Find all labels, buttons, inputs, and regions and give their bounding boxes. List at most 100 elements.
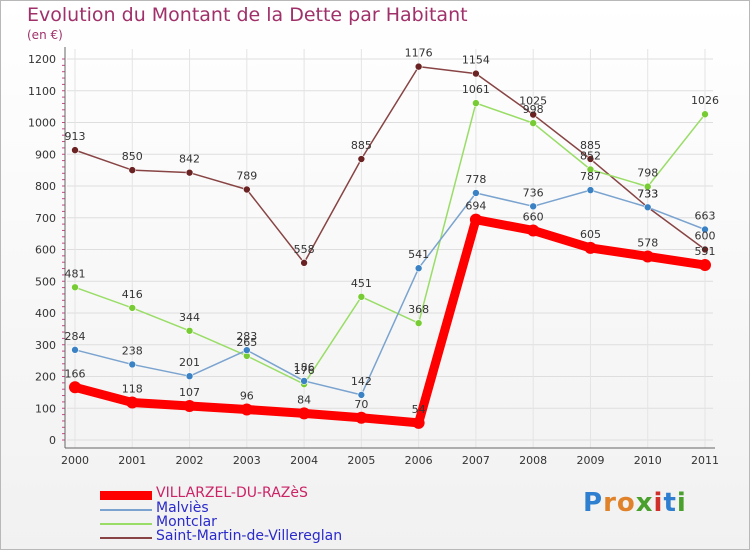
legend-label: Saint-Martin-de-Villereglan <box>156 528 343 544</box>
data-label: 284 <box>65 330 86 343</box>
data-label: 787 <box>580 170 601 183</box>
y-tick-label: 900 <box>35 148 56 161</box>
y-tick-label: 800 <box>35 180 56 193</box>
x-tick-label: 2009 <box>576 454 604 467</box>
data-point <box>641 250 654 263</box>
data-point <box>527 224 540 237</box>
data-label: 885 <box>351 139 372 152</box>
data-point <box>643 182 652 191</box>
legend-swatch <box>100 509 152 511</box>
data-point <box>699 259 711 272</box>
x-tick-label: 2008 <box>519 454 547 467</box>
data-point <box>243 346 251 354</box>
data-label: 778 <box>465 173 486 186</box>
y-tick-label: 600 <box>35 244 56 257</box>
data-label: 265 <box>236 336 257 349</box>
data-point <box>300 377 308 385</box>
legend-item: Saint-Martin-de-Villereglan <box>100 528 400 545</box>
data-point <box>357 293 366 301</box>
data-label: 733 <box>637 187 658 200</box>
data-label: 1061 <box>462 83 490 96</box>
data-label: 1154 <box>462 54 490 67</box>
data-label: 551 <box>695 245 716 258</box>
y-tick-label: 200 <box>35 371 56 384</box>
chart-title: Evolution du Montant de la Dette par Hab… <box>27 4 468 26</box>
data-point <box>529 119 537 127</box>
data-label: 142 <box>351 375 372 388</box>
data-point <box>183 400 196 413</box>
data-point <box>185 326 194 335</box>
data-label: 663 <box>695 209 716 222</box>
series-line-1 <box>74 189 706 396</box>
data-point <box>71 146 79 154</box>
data-label: 166 <box>65 367 86 380</box>
data-label: 660 <box>523 210 544 223</box>
data-point <box>185 168 194 177</box>
logo-letter: o <box>616 488 636 518</box>
data-label: 998 <box>523 103 544 116</box>
data-point <box>355 411 368 424</box>
data-label: 541 <box>408 248 429 261</box>
data-point <box>586 165 595 174</box>
data-label: 798 <box>637 167 658 180</box>
logo-letter: i <box>676 488 687 518</box>
data-label: 451 <box>351 277 372 290</box>
data-label: 416 <box>122 288 143 301</box>
data-point <box>643 203 652 212</box>
data-label: 694 <box>465 200 486 213</box>
data-label: 186 <box>294 361 315 374</box>
series-line-2 <box>74 102 706 385</box>
data-label: 107 <box>179 386 200 399</box>
data-point <box>243 185 251 194</box>
data-label: 1176 <box>405 47 433 60</box>
data-point <box>469 213 482 226</box>
proxiti-logo: Proxiti <box>583 488 687 518</box>
legend-item: VILLARZEL-DU-RAZèS <box>100 485 400 502</box>
logo-letter: P <box>583 488 604 518</box>
data-point <box>472 69 480 78</box>
data-label: 913 <box>65 130 86 143</box>
data-point <box>240 403 253 416</box>
legend-item: Montclar <box>100 514 400 531</box>
data-label: 368 <box>408 303 429 316</box>
logo-letter: i <box>653 488 664 518</box>
legend-label: VILLARZEL-DU-RAZèS <box>156 485 308 501</box>
data-label: 238 <box>122 344 143 357</box>
y-tick-label: 500 <box>35 275 56 288</box>
data-label: 1025 <box>519 95 547 108</box>
data-label: 789 <box>236 169 257 182</box>
data-point <box>128 304 137 312</box>
data-label: 118 <box>122 383 143 396</box>
y-tick-label: 300 <box>35 339 56 352</box>
y-tick-label: 1100 <box>28 85 56 98</box>
y-tick-label: 700 <box>35 212 56 225</box>
data-point <box>412 416 425 429</box>
data-point <box>128 360 137 369</box>
x-tick-label: 2010 <box>634 454 662 467</box>
data-point <box>414 319 423 327</box>
data-label: 736 <box>523 186 544 199</box>
legend-label: Malviès <box>156 500 209 516</box>
x-tick-label: 2003 <box>233 454 261 467</box>
data-label: 481 <box>65 267 86 280</box>
data-label: 70 <box>354 398 368 411</box>
data-point <box>357 155 366 163</box>
data-label: 84 <box>297 393 311 406</box>
legend-item: Malviès <box>100 500 400 517</box>
data-point <box>300 259 308 267</box>
y-tick-label: 0 <box>49 434 56 447</box>
data-label: 201 <box>179 356 200 369</box>
legend-swatch <box>100 523 152 525</box>
data-label: 852 <box>580 149 601 162</box>
legend-swatch <box>100 491 152 500</box>
data-point <box>128 166 137 174</box>
data-point <box>414 264 423 273</box>
data-point <box>586 155 595 163</box>
data-label: 578 <box>637 236 658 249</box>
data-point <box>185 372 194 380</box>
legend-swatch <box>100 537 152 539</box>
y-tick-label: 400 <box>35 307 56 320</box>
logo-letter: r <box>603 488 617 518</box>
data-point <box>472 189 480 197</box>
x-tick-label: 2011 <box>691 454 719 467</box>
